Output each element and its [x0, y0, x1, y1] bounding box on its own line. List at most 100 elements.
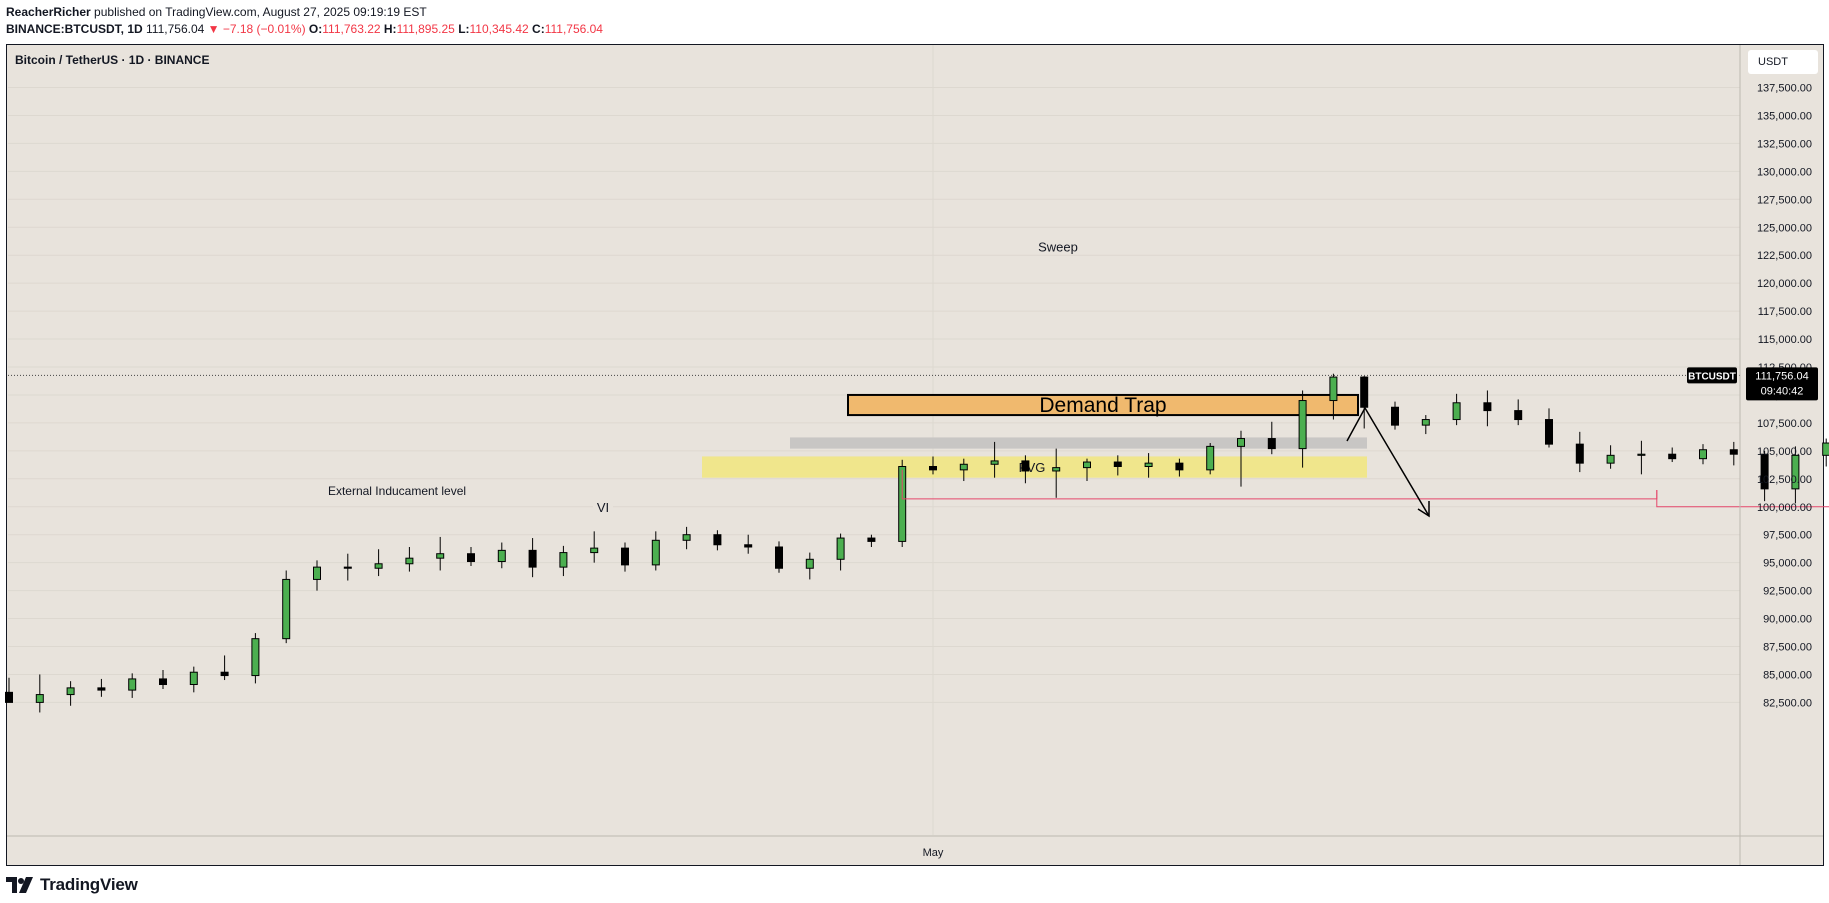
- candle: [1021, 455, 1030, 484]
- candle: [1298, 390, 1307, 468]
- candle-body: [528, 549, 537, 568]
- author-name[interactable]: ReacherRicher: [6, 5, 91, 19]
- candle: [1760, 450, 1769, 502]
- y-tick-label: 82,500.00: [1763, 697, 1812, 709]
- candle-body: [159, 678, 167, 686]
- y-tick-label: 85,000.00: [1763, 669, 1812, 681]
- candle-body: [959, 463, 968, 471]
- change-value: ▼ −7.18 (−0.01%): [207, 22, 306, 36]
- y-tick-label: 125,000.00: [1757, 222, 1812, 234]
- y-tick-label: 92,500.00: [1763, 586, 1812, 598]
- candle: [436, 536, 445, 571]
- candle-body: [1113, 461, 1122, 468]
- y-tick-label: 105,000.00: [1757, 446, 1812, 458]
- candle: [1637, 440, 1646, 475]
- candle-body: [97, 687, 106, 691]
- candle-body: [1421, 419, 1430, 426]
- y-tick-label: 95,000.00: [1763, 558, 1812, 570]
- candle-body: [590, 547, 599, 554]
- candle-body: [1760, 453, 1769, 490]
- candle-body: [1175, 462, 1184, 471]
- candle-body: [621, 547, 629, 566]
- candle: [1144, 453, 1153, 478]
- candle: [990, 441, 999, 478]
- demand-trap-label: Demand Trap: [1039, 394, 1166, 417]
- low-value: 110,345.42: [469, 22, 529, 36]
- candle-body: [436, 553, 445, 559]
- candle: [1237, 430, 1245, 487]
- candle-body: [374, 563, 383, 569]
- y-tick-label: 117,500.00: [1758, 306, 1812, 318]
- candle: [467, 546, 475, 567]
- tradingview-logo[interactable]: TradingView: [6, 874, 138, 896]
- candle: [189, 666, 198, 693]
- candle-body: [251, 638, 260, 677]
- candle: [559, 545, 568, 577]
- candle-body: [497, 549, 506, 563]
- candle: [1206, 443, 1215, 475]
- candle: [528, 538, 537, 578]
- candle: [313, 560, 321, 591]
- candle: [128, 673, 137, 698]
- open-label: O:: [308, 22, 323, 36]
- candle: [97, 678, 106, 697]
- candle: [1791, 446, 1800, 504]
- candle-body: [66, 687, 75, 696]
- candle-body: [744, 544, 753, 548]
- y-tick-label: 90,000.00: [1763, 614, 1812, 626]
- price-tag-bg: [1746, 367, 1818, 401]
- candle: [1083, 458, 1091, 482]
- symbol-tag-bg: [1687, 367, 1737, 384]
- candle: [1329, 373, 1338, 420]
- candle: [1822, 438, 1829, 467]
- currency-button[interactable]: USDT: [1748, 50, 1818, 74]
- candle: [1699, 444, 1707, 465]
- candle-body: [1052, 467, 1061, 472]
- inducement-label: External Inducament level: [328, 484, 466, 498]
- y-tick-label: 115,000.00: [1758, 334, 1812, 346]
- chart-frame[interactable]: [6, 44, 1824, 866]
- candle: [621, 542, 629, 572]
- brand-name: TradingView: [40, 875, 138, 894]
- candle: [1052, 448, 1061, 498]
- candle: [159, 669, 167, 689]
- candle: [1514, 399, 1523, 426]
- candle: [1391, 401, 1399, 430]
- last-price-label: 111,756.04: [1755, 370, 1808, 382]
- publish-info: ReacherRicher published on TradingView.c…: [6, 5, 427, 19]
- candle-body: [1267, 438, 1276, 450]
- candle-body: [1791, 454, 1800, 490]
- y-tick-label: 132,500.00: [1757, 138, 1812, 150]
- candle: [682, 526, 691, 550]
- candle: [220, 655, 229, 681]
- candle-body: [1729, 449, 1738, 455]
- candle-body: [1514, 410, 1523, 421]
- y-tick-label: 135,000.00: [1757, 110, 1812, 122]
- candle-body: [1329, 376, 1338, 402]
- grid-lines: [8, 45, 1740, 835]
- candle-body: [313, 566, 321, 580]
- candle-body: [651, 539, 660, 566]
- vi-line: [1656, 489, 1829, 508]
- projection-arrow: [1346, 406, 1430, 517]
- candle: [1575, 431, 1584, 473]
- vi-label: VI: [597, 500, 609, 515]
- last-value: 111,756.04: [146, 22, 205, 36]
- projection-arrowhead: [1417, 501, 1430, 518]
- candle-body: [929, 466, 937, 471]
- candle: [1668, 447, 1677, 463]
- candle-body: [405, 557, 414, 565]
- candle-body: [1575, 443, 1584, 464]
- candle-body: [1822, 442, 1829, 456]
- candle: [1606, 445, 1615, 469]
- close-label: C:: [532, 22, 545, 36]
- published-text: published on TradingView.com, August 27,…: [90, 5, 427, 19]
- candle: [66, 681, 75, 706]
- y-tick-label: 107,500.00: [1757, 418, 1812, 430]
- candle: [1113, 455, 1122, 476]
- candle-body: [467, 553, 475, 563]
- candle-body: [1144, 462, 1153, 468]
- axes: 82,500.00 85,000.00 87,500.00 90,000.00 92,5…: [7, 45, 1823, 865]
- candle: [805, 552, 814, 580]
